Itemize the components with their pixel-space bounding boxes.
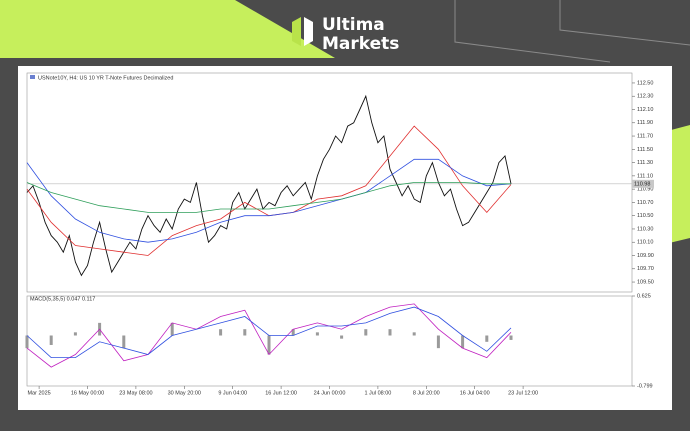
histogram-bar [49, 335, 53, 345]
y-tick-label: 110.10 [637, 240, 653, 246]
y-tick-label: 110.70 [637, 200, 653, 206]
deco-line [559, 0, 690, 46]
histogram-bar [170, 322, 174, 336]
series-line [26, 303, 512, 368]
logo-text: Ultima [322, 15, 385, 35]
series-line [26, 94, 512, 277]
x-tick-label: 9 Jun 04:00 [218, 390, 247, 396]
logo-mark [292, 17, 301, 46]
y-tick-label: 111.90 [637, 120, 653, 126]
histogram-bar [243, 329, 247, 336]
x-tick-label: 23 Jul 12:00 [508, 390, 538, 396]
flag-icon [30, 75, 35, 79]
y-tick-label: 112.30 [637, 94, 653, 100]
y-tick-label: 110.90 [637, 187, 653, 193]
histogram-bar [267, 335, 271, 355]
series-line [26, 306, 512, 358]
histogram-bar [485, 335, 489, 342]
y-tick-label: 109.90 [637, 253, 654, 259]
y-tick-label: 112.10 [637, 107, 653, 113]
series-line [26, 158, 512, 243]
logo-text: Markets [322, 34, 399, 54]
histogram-bar [73, 332, 77, 336]
deco-line [454, 0, 611, 63]
histogram-bar [436, 335, 440, 349]
y-tick-label: 111.50 [637, 147, 653, 153]
histogram-bar [388, 329, 392, 336]
y-tick-label: -0.799 [637, 383, 653, 389]
series-line [26, 182, 511, 213]
logo-mark [304, 17, 313, 46]
x-tick-label: 24 Jun 00:00 [314, 390, 346, 396]
histogram-bar [412, 332, 416, 336]
logo: Ultima Markets [292, 15, 399, 54]
macd-title: MACD(5,35,5) 0.047 0.117 [30, 296, 95, 302]
histogram-bar [509, 335, 513, 340]
last-price-label: 110.98 [634, 181, 650, 187]
y-tick-label: 110.30 [637, 226, 653, 232]
y-tick-label: 112.50 [637, 80, 653, 86]
y-tick-label: 0.625 [637, 293, 651, 299]
x-tick-label: 23 May 08:00 [119, 390, 152, 396]
x-tick-label: 16 May 00:00 [71, 390, 104, 396]
x-tick-label: 8 Jul 20:00 [413, 390, 440, 396]
histogram-bar [340, 335, 344, 339]
y-tick-label: 111.70 [637, 133, 653, 139]
y-tick-label: 111.30 [637, 160, 653, 166]
y-tick-label: 109.70 [637, 266, 654, 272]
histogram-bar [291, 329, 295, 336]
accent-shape [0, 0, 335, 58]
x-tick-label: 16 Jun 12:00 [265, 390, 297, 396]
y-tick-label: 111.10 [637, 173, 653, 179]
histogram-bar [461, 335, 465, 349]
y-tick-label: 109.50 [637, 279, 654, 285]
y-tick-label: 110.50 [637, 213, 653, 219]
chart-panel [18, 66, 672, 410]
x-tick-label: 1 Jul 08:00 [364, 390, 391, 396]
histogram-bar [315, 332, 319, 336]
last-price-tag [632, 179, 654, 188]
histogram-bar [25, 335, 29, 349]
histogram-bar [219, 329, 223, 336]
x-tick-label: Mar 2025 [27, 390, 50, 396]
x-tick-label: 16 Jul 04:00 [460, 390, 490, 396]
histogram-bar [122, 335, 126, 349]
chart-title: USNote10Y, H4: US 10 YR T-Note Futures D… [38, 75, 173, 81]
histogram-bar [364, 329, 368, 336]
x-tick-label: 30 May 20:00 [168, 390, 201, 396]
